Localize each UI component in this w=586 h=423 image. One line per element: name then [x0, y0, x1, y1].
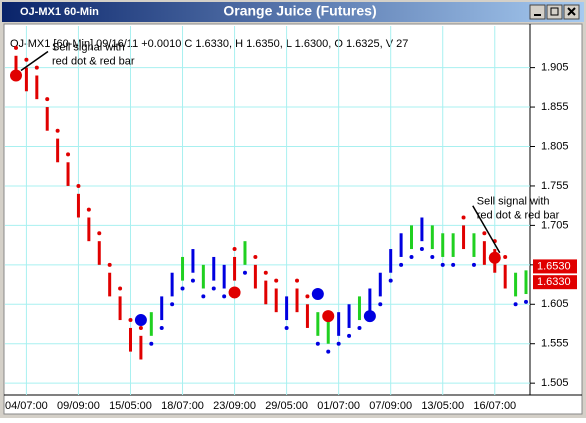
stop-dot — [284, 325, 289, 330]
y-tick-label: 1.505 — [541, 377, 569, 389]
info-line: OJ-MX1 [60-Min] 09/16/11 +0.0010 C 1.633… — [10, 38, 408, 50]
y-tick-label: 1.855 — [541, 101, 569, 113]
annotation-arrow — [20, 50, 49, 72]
stop-dot — [263, 270, 268, 275]
stop-dot — [97, 231, 102, 236]
stop-dot — [513, 302, 518, 307]
stop-dot — [315, 341, 320, 346]
x-tick-label: 04/07:00 — [5, 400, 48, 412]
stop-dot — [118, 286, 123, 291]
signal-dot — [322, 310, 335, 323]
signal-dot — [363, 310, 376, 323]
stop-dot — [55, 128, 60, 133]
stop-dot — [336, 341, 341, 346]
annotation-text: Sell signal with — [52, 41, 125, 53]
stop-dot — [378, 302, 383, 307]
stop-dot — [524, 299, 528, 304]
stop-dot — [253, 254, 258, 259]
signal-dot — [488, 251, 501, 264]
y-tick-label: 1.605 — [541, 298, 569, 310]
price-tag — [533, 259, 577, 274]
stop-dot — [128, 318, 133, 323]
annotation-text: red dot & red bar — [52, 55, 135, 67]
annotation-text: red dot & red bar — [477, 210, 560, 222]
stop-dot — [14, 45, 18, 50]
minimize-button[interactable] — [529, 4, 546, 20]
window-buttons[interactable] — [529, 4, 580, 20]
stop-dot — [295, 278, 300, 283]
x-tick-label: 15/05:00 — [109, 400, 152, 412]
stop-dot — [451, 262, 456, 267]
stop-dot — [76, 183, 81, 188]
title-bar — [2, 2, 584, 22]
signal-dot — [228, 286, 241, 299]
stop-dot — [326, 349, 331, 354]
stop-dot — [159, 325, 164, 330]
y-tick-label: 1.755 — [541, 180, 569, 192]
window-tab: OJ-MX1 60-Min — [20, 6, 99, 18]
close-icon — [567, 7, 576, 16]
stop-dot — [232, 247, 237, 252]
price-tag-label: 1.6530 — [537, 260, 571, 272]
x-tick-label: 09/09:00 — [57, 400, 100, 412]
stop-dot — [45, 97, 50, 102]
y-tick-label: 1.905 — [541, 62, 569, 74]
stop-dot — [170, 302, 175, 307]
y-tick-label: 1.555 — [541, 338, 569, 350]
x-tick-label: 23/09:00 — [213, 400, 256, 412]
stop-dot — [471, 262, 476, 267]
stop-dot — [24, 57, 29, 62]
y-tick-label: 1.705 — [541, 219, 569, 231]
x-tick-label: 18/07:00 — [161, 400, 204, 412]
stop-dot — [66, 152, 71, 157]
x-tick-label: 01/07:00 — [317, 400, 360, 412]
annotation-text: Sell signal with — [477, 196, 550, 208]
window-title: Orange Juice (Futures) — [223, 3, 376, 19]
maximize-button[interactable] — [546, 4, 563, 20]
stop-dot — [86, 207, 91, 212]
signal-dot — [10, 69, 22, 82]
stop-dot — [274, 278, 279, 283]
stop-dot — [461, 215, 466, 220]
price-tag-label: 1.6330 — [537, 276, 571, 288]
x-tick-label: 16/07:00 — [473, 400, 516, 412]
stop-dot — [503, 254, 508, 259]
stop-dot — [430, 254, 435, 259]
stop-dot — [222, 294, 227, 299]
x-tick-label: 29/05:00 — [265, 400, 308, 412]
x-tick-label: 13/05:00 — [421, 400, 464, 412]
stop-dot — [388, 278, 393, 283]
stop-dot — [138, 325, 143, 330]
stop-dot — [482, 231, 487, 236]
stop-dot — [149, 341, 154, 346]
stop-dot — [419, 247, 424, 252]
signal-dot — [134, 314, 147, 327]
annotation-arrow — [472, 205, 501, 254]
price-tag — [533, 275, 577, 290]
x-tick-label: 07/09:00 — [369, 400, 412, 412]
stop-dot — [399, 262, 404, 267]
stop-dot — [190, 278, 195, 283]
stop-dot — [107, 262, 112, 267]
stop-dot — [201, 294, 206, 299]
stop-dot — [34, 65, 39, 70]
stop-dot — [180, 286, 185, 291]
signal-dot — [311, 288, 324, 301]
stop-dot — [242, 270, 247, 275]
stop-dot — [357, 325, 362, 330]
stop-dot — [409, 254, 414, 259]
stop-dot — [305, 294, 310, 299]
plot-background — [3, 23, 583, 415]
stop-dot — [211, 286, 216, 291]
stop-dot — [440, 262, 445, 267]
stop-dot — [347, 333, 352, 338]
maximize-icon — [550, 7, 559, 16]
y-tick-label: 1.805 — [541, 140, 569, 152]
